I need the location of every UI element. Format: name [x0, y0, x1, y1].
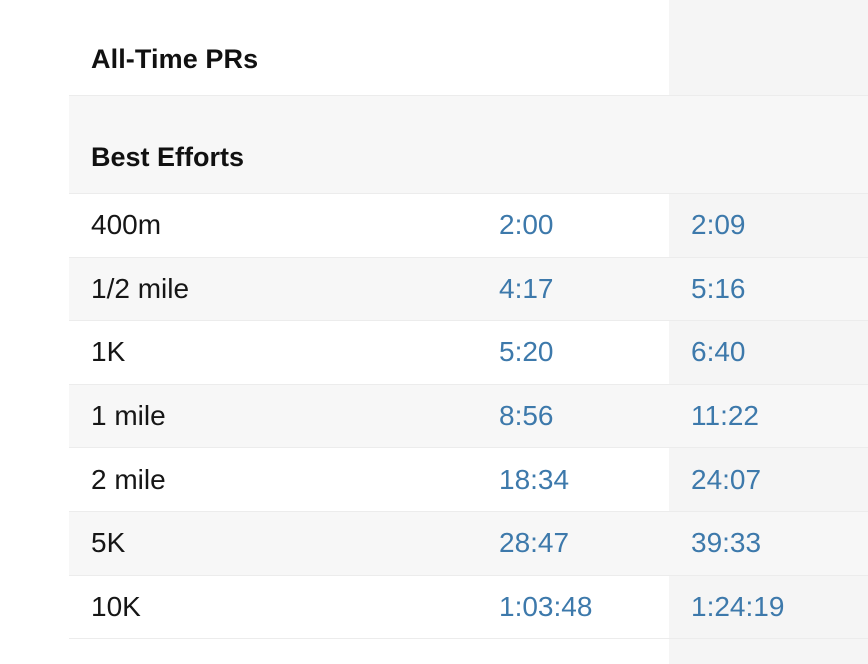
best-time-link[interactable]: 2:00 — [499, 209, 554, 241]
table-row: 2 mile 18:34 24:07 — [69, 448, 868, 512]
distance-label: 2 mile — [91, 463, 166, 495]
table-row: 400m 2:00 2:09 — [69, 194, 868, 258]
best-time-link[interactable]: 18:34 — [499, 463, 570, 495]
distance-label: 400m — [91, 209, 162, 241]
page-title: All-Time PRs — [91, 44, 259, 74]
distance-label: 1/2 mile — [91, 272, 190, 304]
section-header-row — [69, 96, 868, 194]
best-time-link[interactable]: 8:56 — [499, 400, 554, 432]
distance-label: 10K — [91, 590, 141, 622]
distance-label: 5K — [91, 527, 126, 559]
table-row: 10K 1:03:48 1:24:19 — [69, 576, 868, 640]
best-time-link[interactable]: 1:03:48 — [499, 590, 593, 622]
section-title: Best Efforts — [91, 142, 245, 172]
table-row: 1 mile 8:56 11:22 — [69, 384, 868, 449]
best-time-link[interactable]: 4:17 — [499, 272, 554, 304]
comparison-time-link[interactable]: 24:07 — [691, 463, 762, 495]
best-time-link[interactable]: 5:20 — [499, 336, 554, 368]
table-title-row — [69, 0, 868, 96]
comparison-time-link[interactable]: 2:09 — [691, 209, 746, 241]
comparison-time-link[interactable]: 5:16 — [691, 272, 746, 304]
distance-label: 1K — [91, 336, 126, 368]
comparison-time-link[interactable]: 1:24:19 — [691, 590, 785, 622]
table-row: 5K 28:47 39:33 — [69, 511, 868, 576]
distance-label: 1 mile — [91, 400, 166, 432]
table-row: 1K 5:20 6:40 — [69, 321, 868, 385]
best-time-link[interactable]: 28:47 — [499, 527, 570, 559]
comparison-time-link[interactable]: 6:40 — [691, 336, 746, 368]
table-row: 1/2 mile 4:17 5:16 — [69, 257, 868, 322]
all-time-prs-table: 400m 2:00 2:09 1/2 mile 4:17 5:16 1K 5:2… — [69, 0, 868, 640]
comparison-time-link[interactable]: 11:22 — [691, 400, 759, 432]
comparison-time-link[interactable]: 39:33 — [691, 527, 762, 559]
